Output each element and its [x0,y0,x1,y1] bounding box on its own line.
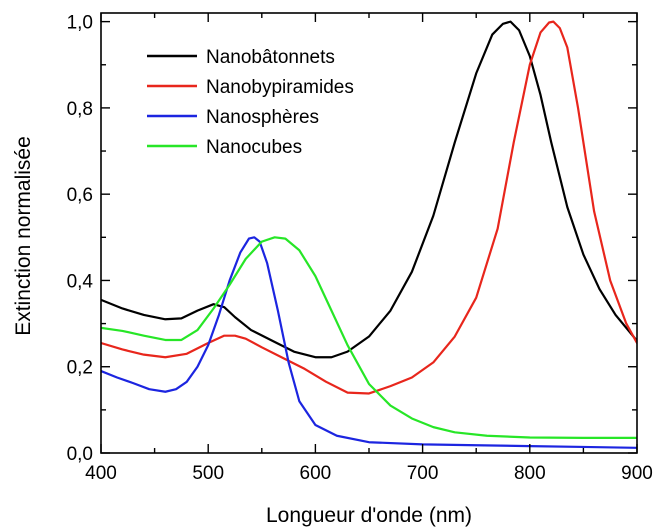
y-tick-label: 0,4 [67,271,94,292]
legend-entry: Nanosphères [206,107,319,128]
series-line-3 [101,236,637,449]
y-tick-label: 0,6 [67,185,93,206]
y-tick-label: 0,2 [67,358,93,379]
legend-entry: Nanobypiramides [206,77,354,98]
x-tick-label: 600 [300,463,332,484]
x-tick-label: 500 [192,463,224,484]
series-line-1 [101,20,637,359]
series-line-2 [101,20,637,395]
plot-frame [100,12,638,454]
x-axis-label: Longueur d'onde (nm) [266,504,472,527]
x-tick-label: 700 [407,463,439,484]
y-axis-label: Extinction normalisée [12,136,35,336]
legend: Nanobâtonnets Nanobypiramides Nanosphères N… [147,47,354,158]
axis-ticks [100,13,638,454]
x-tick-label: 800 [514,463,546,484]
series-line-4 [101,236,637,439]
legend-entry: Nanobâtonnets [206,47,335,68]
x-tick-label: 900 [621,463,653,484]
y-tick-label: 0,8 [67,99,93,120]
x-tick-label: 400 [85,463,117,484]
series-lines [101,20,637,449]
y-tick-label: 0,0 [67,444,93,465]
axis-tick-labels: 400 500 600 700 800 900 0,0 0,2 0,4 0,6 0,8 1,0 [67,13,653,484]
y-tick-label: 1,0 [67,13,93,34]
legend-entry: Nanocubes [206,137,302,158]
